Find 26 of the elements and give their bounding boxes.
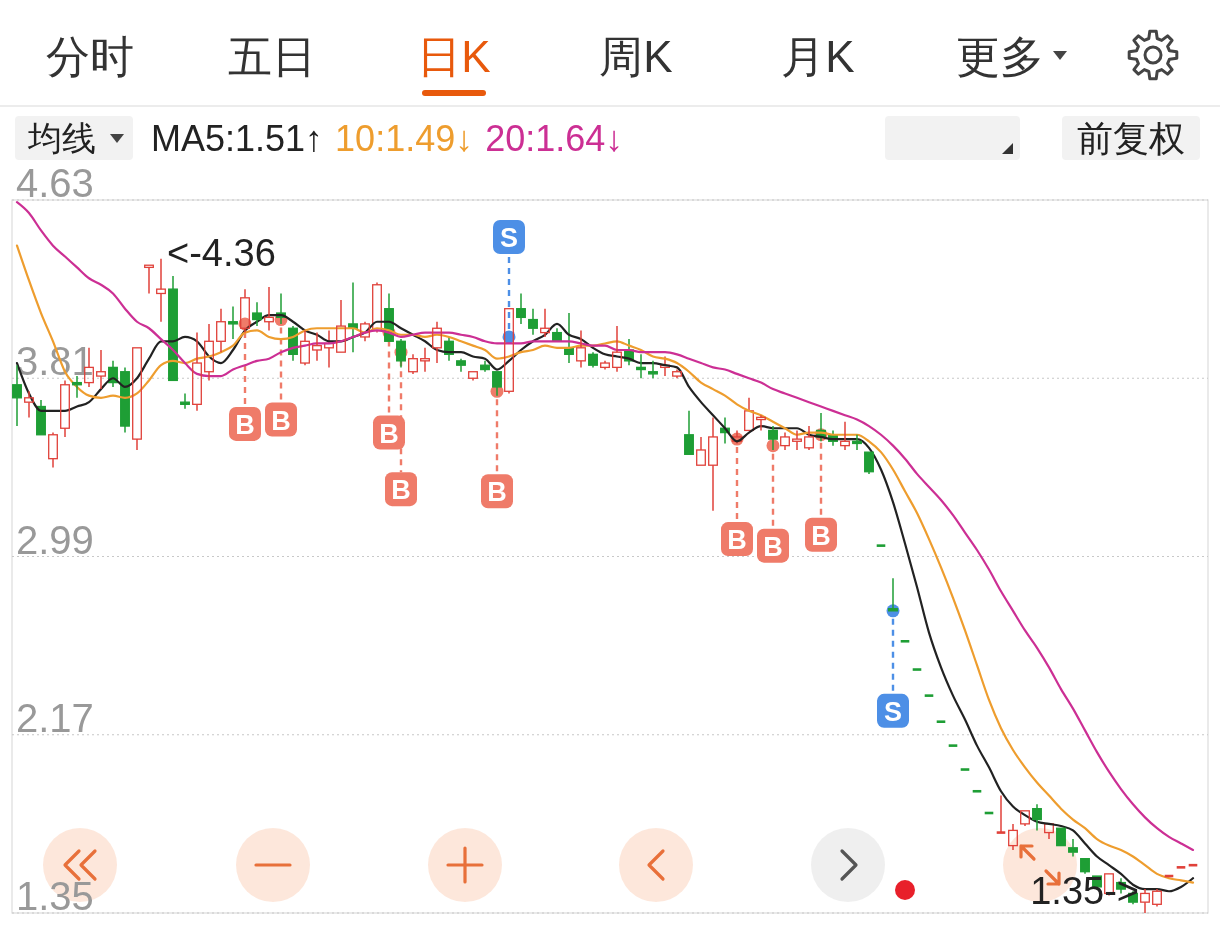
legend-label: B <box>391 475 411 506</box>
y-tick-label: 2.99 <box>16 517 94 562</box>
text: 更多 <box>956 32 1044 81</box>
text: B <box>811 520 831 551</box>
text: 月K <box>781 32 855 81</box>
text: S <box>499 222 519 253</box>
text: B <box>379 418 399 449</box>
text: 周K <box>599 32 673 81</box>
text: B <box>271 405 291 436</box>
text: 前复权 <box>1077 118 1185 159</box>
text: S <box>883 696 903 727</box>
text: B <box>763 531 783 562</box>
text: 20:1.64↓ <box>485 118 624 159</box>
annotation: <-4.36 <box>167 231 276 274</box>
legend-title: 均线 <box>27 119 96 157</box>
text: 分时 <box>46 32 134 81</box>
y-tick-label: 2.17 <box>16 695 94 740</box>
text: 10:1.49↓ <box>335 118 474 159</box>
y-tick-label: 4.63 <box>16 161 94 205</box>
text: B <box>727 525 747 556</box>
text: MA5:1.51↑ <box>151 118 324 159</box>
text: 五日 <box>228 32 316 81</box>
text: B <box>235 409 255 440</box>
y-tick-label: 1.35 <box>16 874 94 918</box>
text: 日K <box>417 32 491 81</box>
text: B <box>487 477 507 508</box>
